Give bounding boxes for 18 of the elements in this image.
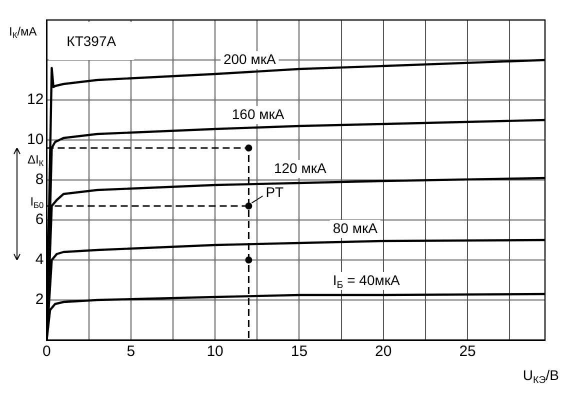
y-tick-label: 10	[26, 131, 44, 148]
series-label: 80 мкА	[332, 220, 378, 236]
y-tick-label: 4	[35, 251, 44, 268]
annotation: PT	[266, 184, 284, 200]
y-tick-label: 8	[35, 171, 44, 188]
x-tick-label: 20	[375, 343, 392, 360]
x-tick-label: 0	[42, 343, 51, 360]
y-tick-label: 6	[35, 211, 44, 228]
series-label: 160 мкА	[232, 106, 285, 122]
series-label: 120 мкА	[274, 160, 327, 176]
y-tick-label: 2	[35, 291, 44, 308]
x-tick-label: 15	[290, 343, 308, 360]
series-label: 200 мкА	[223, 50, 276, 67]
text: КТ397А	[66, 32, 117, 49]
x-tick-label: 25	[459, 343, 476, 360]
x-tick-label: 10	[206, 343, 224, 360]
y-tick-label: 12	[26, 91, 44, 108]
x-tick-label: 5	[126, 343, 136, 360]
